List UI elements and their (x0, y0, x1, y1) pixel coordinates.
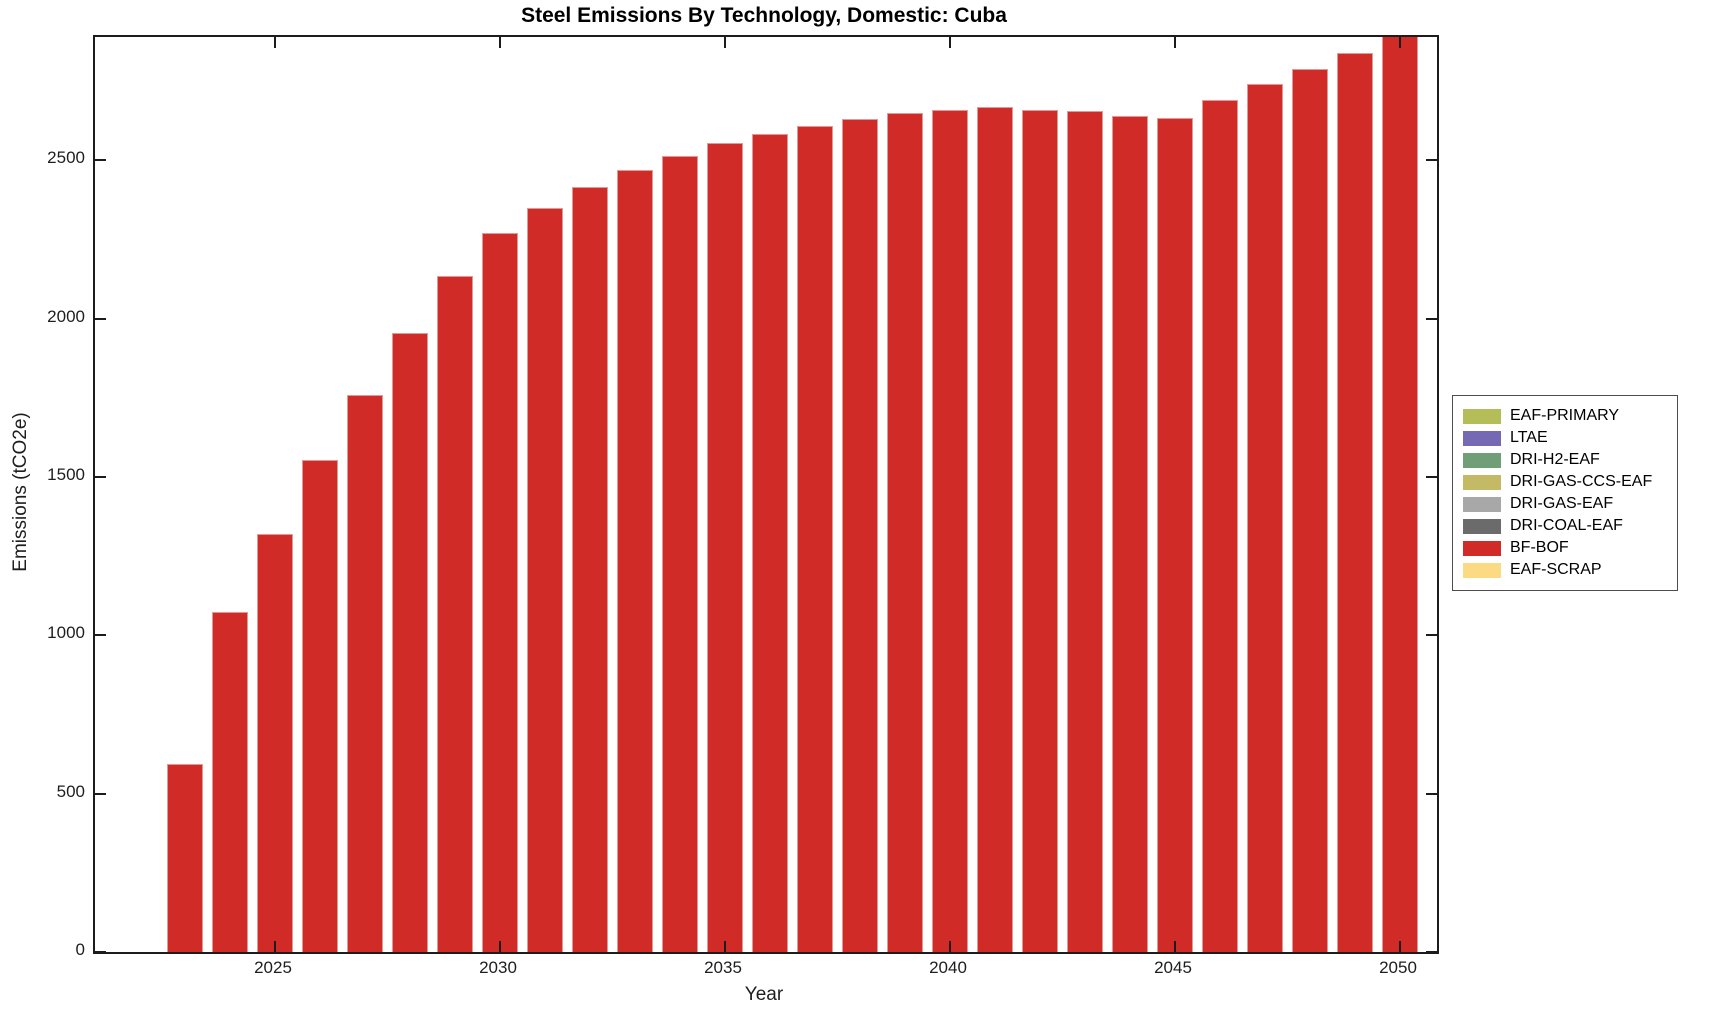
bar-bf-bof-2023 (167, 764, 203, 952)
x-tick-bottom-2040 (949, 941, 951, 952)
y-tick-label-0: 0 (75, 940, 85, 959)
legend-swatch-ltae (1463, 430, 1501, 446)
legend-item-dri-coal-eaf: DRI-COAL-EAF (1463, 515, 1667, 537)
bar-bf-bof-2048 (1292, 69, 1328, 952)
legend-item-eaf-primary: EAF-PRIMARY (1463, 405, 1667, 427)
legend-label: DRI-H2-EAF (1510, 451, 1600, 468)
legend-item-dri-gas-ccs-eaf: DRI-GAS-CCS-EAF (1463, 471, 1667, 493)
legend-item-bf-bof: BF-BOF (1463, 537, 1667, 559)
y-tick-left-0 (95, 951, 106, 952)
bar-bf-bof-2050 (1382, 37, 1418, 952)
legend-item-eaf-scrap: EAF-SCRAP (1463, 559, 1667, 581)
bar-bf-bof-2044 (1112, 116, 1148, 952)
bar-bf-bof-2046 (1202, 100, 1238, 952)
y-tick-label-2000: 2000 (47, 306, 85, 326)
y-tick-right-2500 (1426, 159, 1437, 162)
legend-item-ltae: LTAE (1463, 427, 1667, 449)
y-tick-right-0 (1426, 951, 1437, 952)
chart-title: Steel Emissions By Technology, Domestic:… (521, 4, 1007, 27)
bar-bf-bof-2034 (662, 156, 698, 952)
legend-label: EAF-PRIMARY (1510, 407, 1620, 424)
bar-bf-bof-2047 (1247, 84, 1283, 952)
bar-bf-bof-2029 (437, 276, 473, 952)
y-tick-left-2500 (95, 159, 106, 162)
legend-swatch-bf-bof (1463, 540, 1501, 556)
legend-label: DRI-COAL-EAF (1510, 517, 1623, 534)
x-tick-bottom-2045 (1174, 941, 1176, 952)
bar-bf-bof-2043 (1067, 111, 1103, 952)
legend-swatch-dri-coal-eaf (1463, 518, 1501, 534)
legend-swatch-eaf-primary (1463, 408, 1501, 424)
bar-bf-bof-2035 (707, 143, 743, 952)
legend-swatch-dri-h2-eaf (1463, 452, 1501, 468)
legend-label: DRI-GAS-CCS-EAF (1510, 473, 1653, 490)
x-tick-label-2045: 2045 (1154, 958, 1192, 977)
x-tick-top-2025 (274, 37, 276, 48)
x-tick-label-2035: 2035 (704, 958, 742, 977)
bar-bf-bof-2025 (257, 534, 293, 952)
bar-bf-bof-2041 (977, 107, 1013, 952)
plot-area (93, 35, 1439, 954)
y-tick-left-1000 (95, 634, 106, 637)
bar-bf-bof-2037 (797, 126, 833, 952)
y-tick-right-1000 (1426, 634, 1437, 637)
y-tick-label-2500: 2500 (47, 148, 85, 168)
legend-label: LTAE (1510, 429, 1548, 446)
y-tick-left-1500 (95, 476, 106, 479)
x-tick-top-2045 (1174, 37, 1176, 48)
bar-bf-bof-2032 (572, 187, 608, 952)
bar-bf-bof-2049 (1337, 53, 1373, 952)
x-tick-top-2030 (499, 37, 501, 48)
bar-bf-bof-2036 (752, 134, 788, 952)
legend-item-dri-gas-eaf: DRI-GAS-EAF (1463, 493, 1667, 515)
bar-bf-bof-2033 (617, 170, 653, 952)
x-tick-label-2050: 2050 (1379, 958, 1417, 977)
x-tick-label-2030: 2030 (479, 958, 517, 977)
bar-bf-bof-2040 (932, 110, 968, 952)
y-tick-label-1500: 1500 (47, 465, 85, 485)
legend-label: BF-BOF (1510, 539, 1569, 556)
bar-bf-bof-2042 (1022, 110, 1058, 952)
bar-bf-bof-2028 (392, 333, 428, 952)
x-tick-label-2040: 2040 (929, 958, 967, 977)
y-tick-right-500 (1426, 792, 1437, 795)
x-tick-top-2050 (1399, 37, 1401, 48)
x-tick-label-2025: 2025 (254, 958, 292, 977)
bar-bf-bof-2026 (302, 460, 338, 952)
x-tick-top-2040 (949, 37, 951, 48)
y-tick-left-500 (95, 792, 106, 795)
legend: EAF-PRIMARY LTAE DRI-H2-EAF DRI-GAS-CCS-EAF… (1452, 395, 1678, 591)
x-tick-bottom-2050 (1399, 941, 1401, 952)
y-tick-right-2000 (1426, 317, 1437, 320)
bar-bf-bof-2038 (842, 119, 878, 952)
legend-item-dri-h2-eaf: DRI-H2-EAF (1463, 449, 1667, 471)
y-tick-right-1500 (1426, 476, 1437, 479)
legend-swatch-eaf-scrap (1463, 562, 1501, 578)
legend-label: EAF-SCRAP (1510, 561, 1602, 578)
bar-bf-bof-2030 (482, 233, 518, 952)
legend-swatch-dri-gas-eaf (1463, 496, 1501, 512)
y-tick-label-500: 500 (56, 781, 85, 801)
y-tick-label-1000: 1000 (47, 623, 85, 643)
y-axis-label: Emissions (tCO2e) (10, 412, 31, 572)
x-tick-bottom-2030 (499, 941, 501, 952)
legend-swatch-dri-gas-ccs-eaf (1463, 474, 1501, 490)
bar-bf-bof-2031 (527, 208, 563, 952)
x-axis-label: Year (744, 984, 784, 1005)
bar-bf-bof-2024 (212, 612, 248, 952)
bar-bf-bof-2039 (887, 113, 923, 952)
bar-bf-bof-2027 (347, 395, 383, 952)
x-tick-top-2035 (724, 37, 726, 48)
x-tick-bottom-2035 (724, 941, 726, 952)
x-tick-bottom-2025 (274, 941, 276, 952)
legend-label: DRI-GAS-EAF (1510, 495, 1614, 512)
bar-bf-bof-2045 (1157, 118, 1193, 952)
y-tick-left-2000 (95, 317, 106, 320)
